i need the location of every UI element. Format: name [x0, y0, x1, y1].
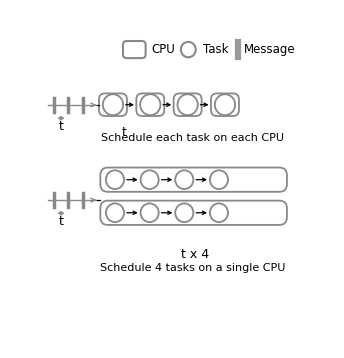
Text: Message: Message — [244, 43, 296, 56]
FancyBboxPatch shape — [174, 93, 202, 116]
FancyBboxPatch shape — [100, 168, 287, 192]
Circle shape — [103, 94, 123, 115]
Circle shape — [141, 170, 159, 189]
FancyBboxPatch shape — [211, 93, 239, 116]
Circle shape — [178, 94, 198, 115]
Text: t: t — [59, 120, 64, 132]
FancyBboxPatch shape — [100, 200, 287, 225]
FancyBboxPatch shape — [123, 41, 146, 58]
Circle shape — [106, 170, 124, 189]
Text: CPU: CPU — [151, 43, 175, 56]
FancyBboxPatch shape — [99, 93, 127, 116]
Circle shape — [106, 203, 124, 222]
Circle shape — [210, 203, 228, 222]
Text: Task: Task — [203, 43, 228, 56]
Text: t: t — [122, 126, 127, 139]
Circle shape — [141, 203, 159, 222]
Circle shape — [175, 170, 193, 189]
Circle shape — [215, 94, 235, 115]
Text: t x 4: t x 4 — [181, 248, 209, 261]
Text: Schedule 4 tasks on a single CPU: Schedule 4 tasks on a single CPU — [100, 263, 285, 274]
Circle shape — [140, 94, 160, 115]
Text: t: t — [59, 215, 64, 228]
FancyBboxPatch shape — [136, 93, 164, 116]
Circle shape — [175, 203, 193, 222]
Text: Schedule each task on each CPU: Schedule each task on each CPU — [101, 134, 284, 143]
Circle shape — [181, 42, 196, 57]
Circle shape — [210, 170, 228, 189]
